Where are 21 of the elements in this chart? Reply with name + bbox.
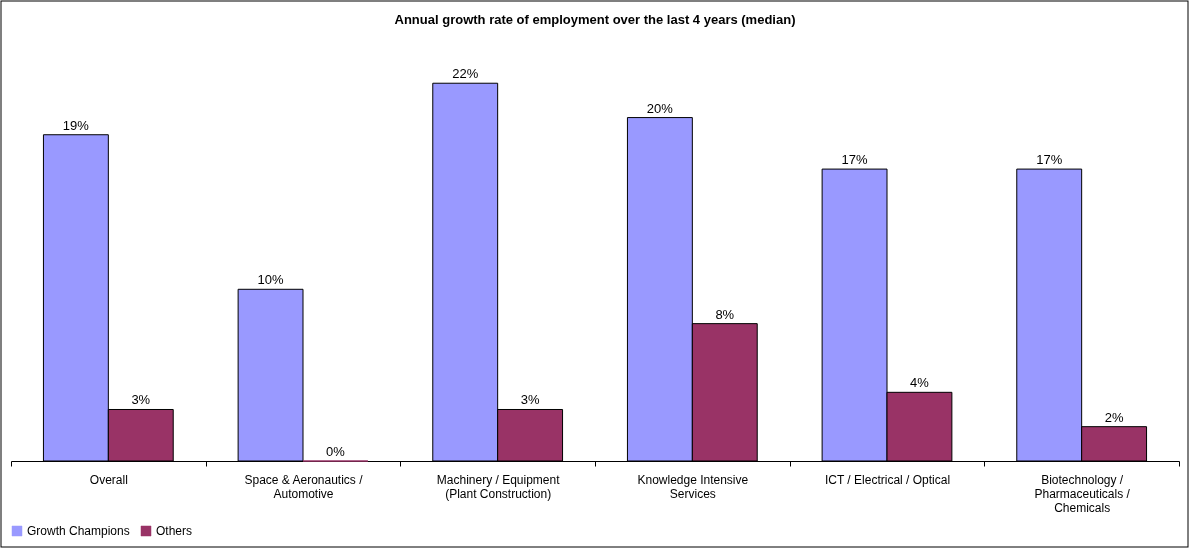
legend-label: Growth Champions [27,524,130,538]
legend-label: Others [156,524,193,538]
x-tick-label: Knowledge Intensive Services [637,472,749,501]
data-label: 10% [257,272,284,288]
data-label: 3% [520,392,540,408]
data-label: 8% [715,306,735,322]
x-tick-label: Machinery / Equipment (Plant Construction) [436,472,561,501]
x-tick-label: Biotechnology / Pharmaceuticals / Chemicals [1034,472,1131,515]
data-label: 17% [1036,152,1063,168]
x-tick-label: ICT / Electrical / Optical [824,472,951,487]
data-label: 3% [131,392,151,408]
data-label: 2% [1104,409,1124,425]
chart-title: Annual growth rate of employment over the last 4 years (median) [394,12,796,27]
data-label: 20% [646,100,674,116]
x-tick-label: Space & Aeronautics / Automotive [244,472,364,501]
data-label: 17% [841,152,868,168]
data-label: 4% [910,375,930,391]
data-label: 22% [452,66,479,82]
x-tick-label: Overall [89,472,128,487]
data-label: 0% [326,444,346,459]
data-label: 19% [62,117,90,133]
